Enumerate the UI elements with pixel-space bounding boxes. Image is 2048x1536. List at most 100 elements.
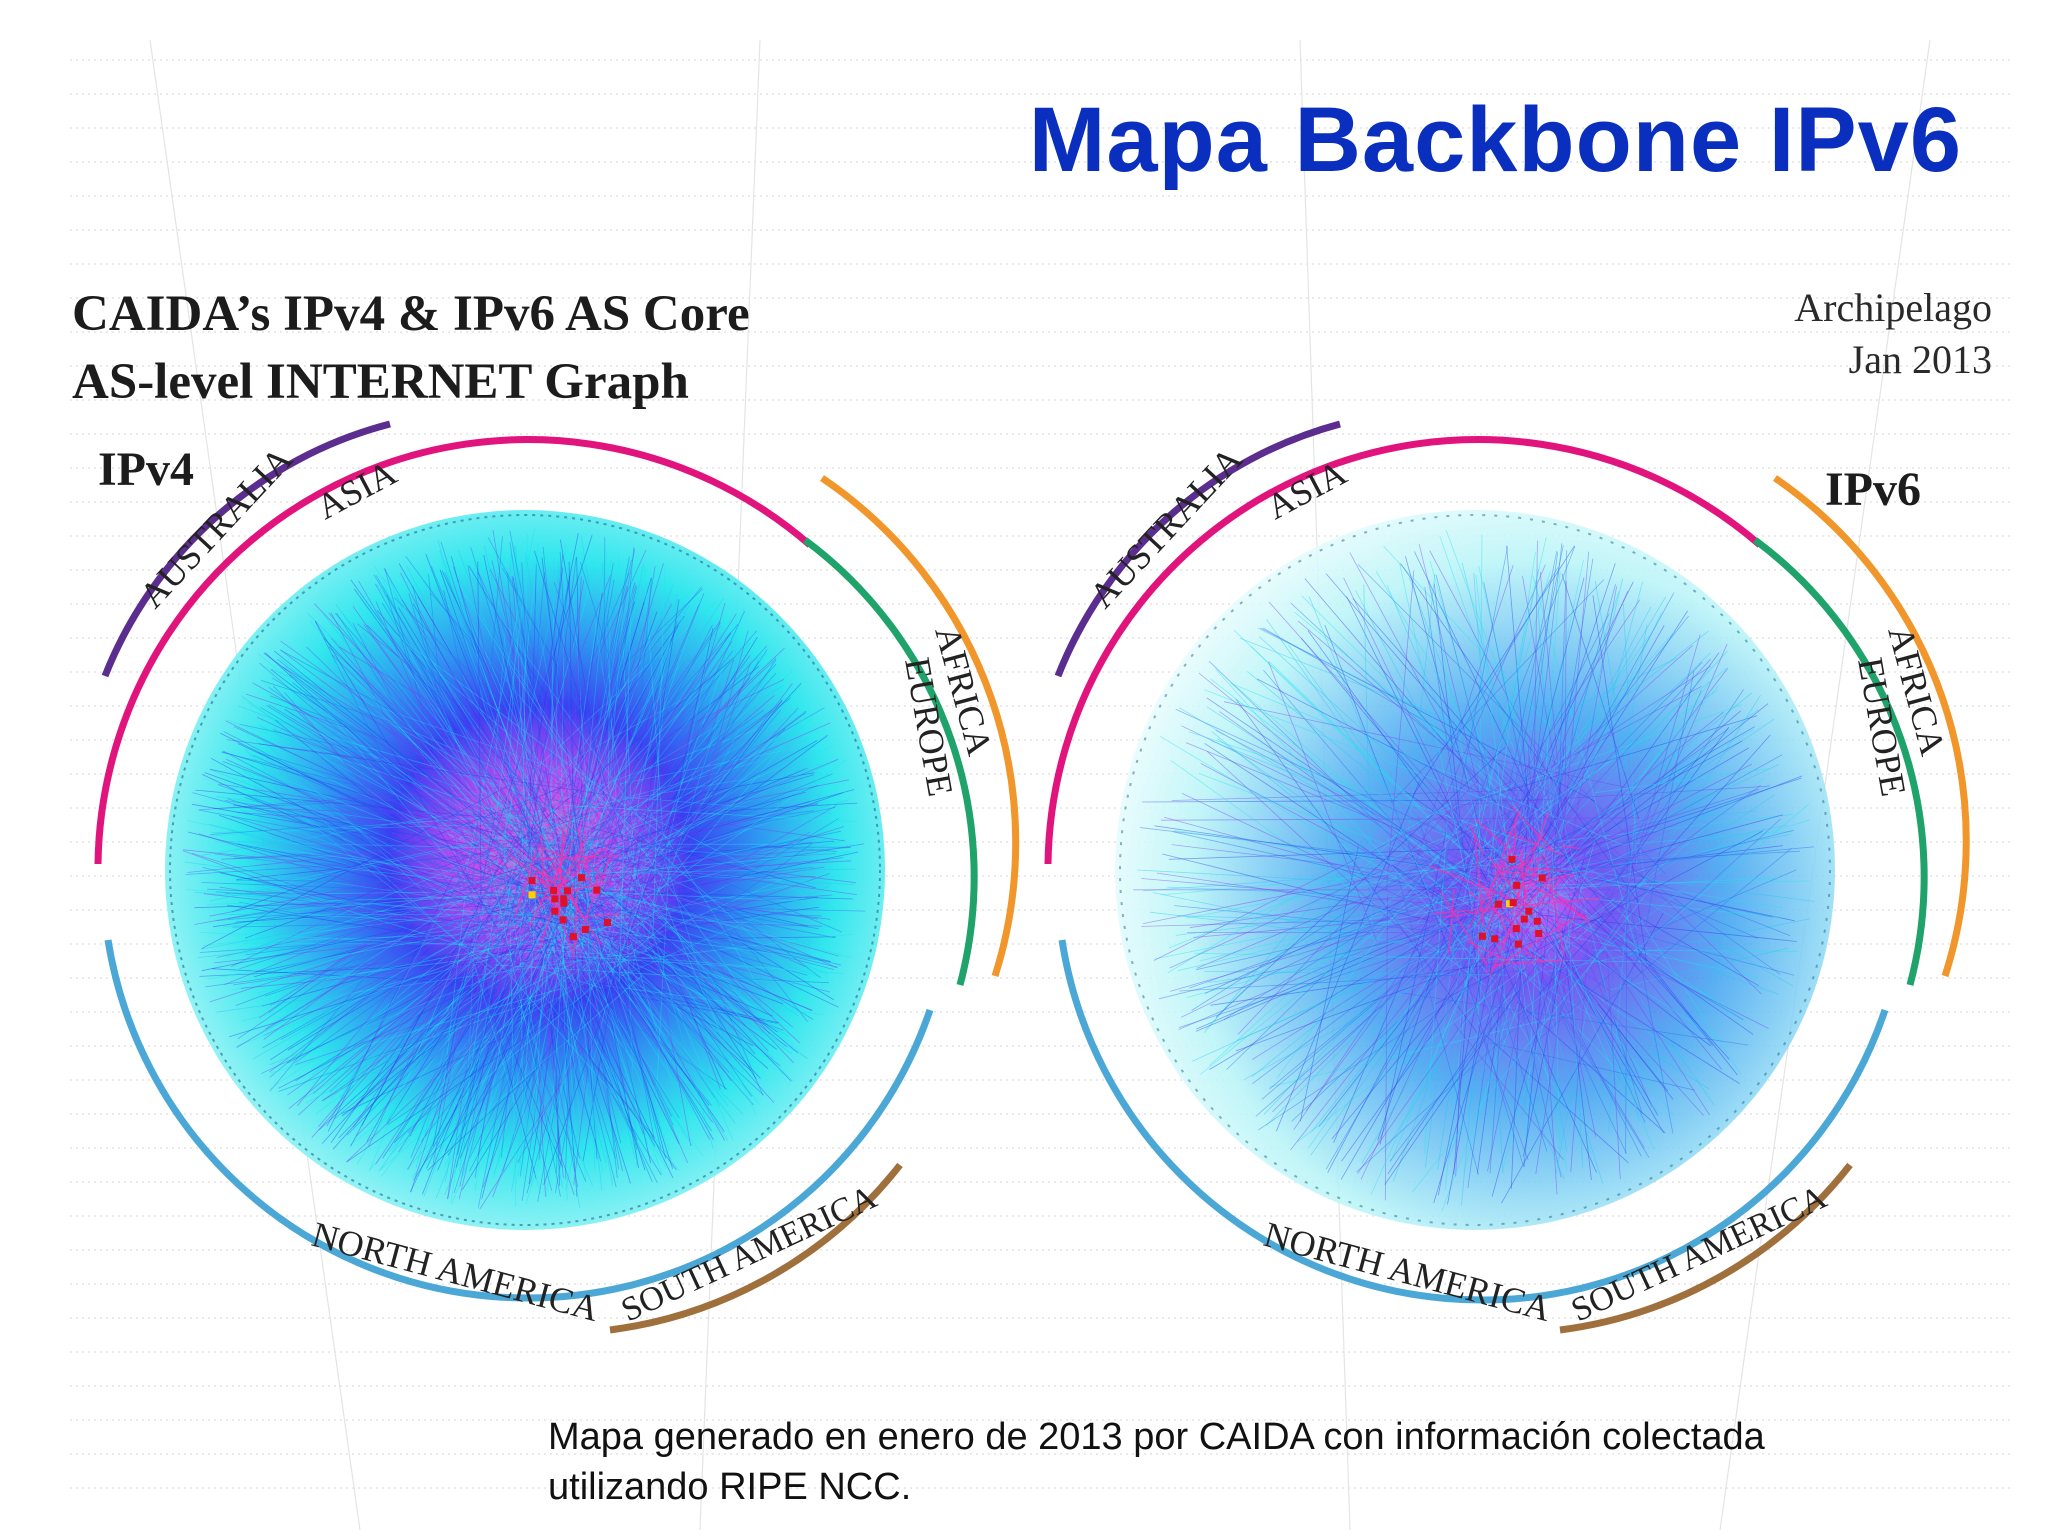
as-link bbox=[516, 532, 579, 848]
ipv4-australia-arc bbox=[101, 420, 391, 678]
as-link bbox=[252, 881, 562, 1060]
as-link bbox=[393, 597, 595, 795]
as-link bbox=[531, 566, 596, 799]
as-link bbox=[410, 869, 526, 1159]
as-link bbox=[1556, 869, 1797, 973]
as-link bbox=[506, 917, 819, 960]
as-link bbox=[1383, 630, 1709, 886]
as-link bbox=[561, 891, 568, 1201]
as-link bbox=[604, 970, 754, 1047]
as-link bbox=[563, 805, 857, 823]
as-link bbox=[537, 919, 590, 1202]
as-link bbox=[601, 562, 626, 949]
as-link bbox=[305, 959, 580, 1104]
ipv4-south-america-arc bbox=[609, 1162, 903, 1334]
as-link bbox=[361, 910, 477, 1126]
as-link bbox=[560, 669, 794, 877]
as-link bbox=[236, 921, 560, 1047]
as-link bbox=[219, 886, 572, 947]
as-link bbox=[499, 549, 647, 876]
as-link bbox=[205, 934, 580, 988]
as-link bbox=[1204, 689, 1514, 811]
as-link bbox=[619, 749, 788, 785]
as-link bbox=[216, 881, 575, 958]
as-link bbox=[338, 894, 578, 1139]
core-link bbox=[1492, 913, 1582, 970]
as-link bbox=[198, 833, 626, 970]
as-link bbox=[604, 933, 854, 964]
as-link bbox=[231, 777, 612, 967]
as-link bbox=[282, 666, 546, 824]
as-link bbox=[1409, 657, 1678, 788]
as-link bbox=[275, 719, 557, 949]
as-link bbox=[609, 835, 838, 852]
as-link bbox=[540, 866, 561, 1156]
as-link bbox=[259, 662, 570, 928]
as-link bbox=[1169, 793, 1549, 969]
as-link bbox=[212, 822, 554, 834]
as-link bbox=[474, 886, 523, 1179]
as-link bbox=[278, 906, 627, 1089]
as-link bbox=[556, 585, 628, 921]
as-link bbox=[662, 852, 735, 1081]
as-link bbox=[240, 809, 615, 950]
as-link bbox=[538, 878, 638, 1141]
as-link bbox=[394, 887, 560, 1144]
as-link bbox=[1200, 848, 1478, 1075]
core-link bbox=[1525, 952, 1545, 963]
core-link bbox=[1507, 832, 1545, 885]
as-link bbox=[570, 893, 778, 1033]
as-link bbox=[1487, 799, 1565, 1172]
as-link bbox=[1416, 631, 1675, 924]
as-link bbox=[567, 934, 771, 1060]
as-link bbox=[575, 563, 645, 904]
as-link bbox=[410, 906, 546, 1193]
core-node bbox=[581, 926, 589, 933]
as-link bbox=[650, 602, 726, 869]
as-link bbox=[1391, 828, 1725, 1044]
as-link bbox=[1625, 820, 1628, 1154]
as-link bbox=[559, 889, 841, 966]
as-link bbox=[647, 905, 784, 1040]
as-link bbox=[516, 997, 593, 1186]
as-link bbox=[585, 857, 844, 886]
as-link bbox=[654, 843, 671, 1130]
as-link bbox=[398, 889, 564, 1153]
as-link bbox=[1216, 738, 1569, 989]
core-node bbox=[559, 916, 567, 924]
as-link bbox=[280, 649, 564, 805]
as-link bbox=[505, 885, 658, 1184]
as-link bbox=[1480, 763, 1752, 906]
as-link bbox=[206, 893, 570, 905]
as-link bbox=[548, 880, 680, 1144]
as-link bbox=[274, 650, 564, 886]
ipv6-region-north-america: NORTH AMERICA bbox=[1260, 1214, 1555, 1329]
core-node bbox=[528, 891, 536, 899]
as-link bbox=[432, 904, 482, 1164]
as-link bbox=[666, 802, 819, 835]
as-link bbox=[491, 560, 565, 869]
as-link bbox=[539, 916, 773, 1017]
ipv6-nodes bbox=[1478, 855, 1546, 948]
as-link bbox=[511, 860, 852, 880]
as-link bbox=[610, 894, 792, 1082]
as-link bbox=[314, 620, 518, 963]
as-link bbox=[425, 554, 595, 1003]
as-link bbox=[202, 867, 628, 977]
as-link bbox=[647, 937, 734, 1141]
as-link bbox=[226, 904, 603, 963]
as-link bbox=[222, 894, 547, 928]
as-link bbox=[462, 807, 836, 888]
as-link bbox=[256, 734, 514, 976]
core-link bbox=[1475, 818, 1590, 924]
as-link bbox=[183, 849, 617, 894]
as-link bbox=[550, 557, 555, 887]
as-link bbox=[517, 861, 674, 1179]
as-link bbox=[200, 932, 490, 947]
as-link bbox=[459, 881, 520, 1187]
as-link bbox=[1442, 811, 1743, 1021]
as-link bbox=[236, 812, 609, 839]
as-link bbox=[410, 868, 513, 1193]
as-link bbox=[447, 807, 529, 1200]
as-link bbox=[565, 767, 808, 870]
